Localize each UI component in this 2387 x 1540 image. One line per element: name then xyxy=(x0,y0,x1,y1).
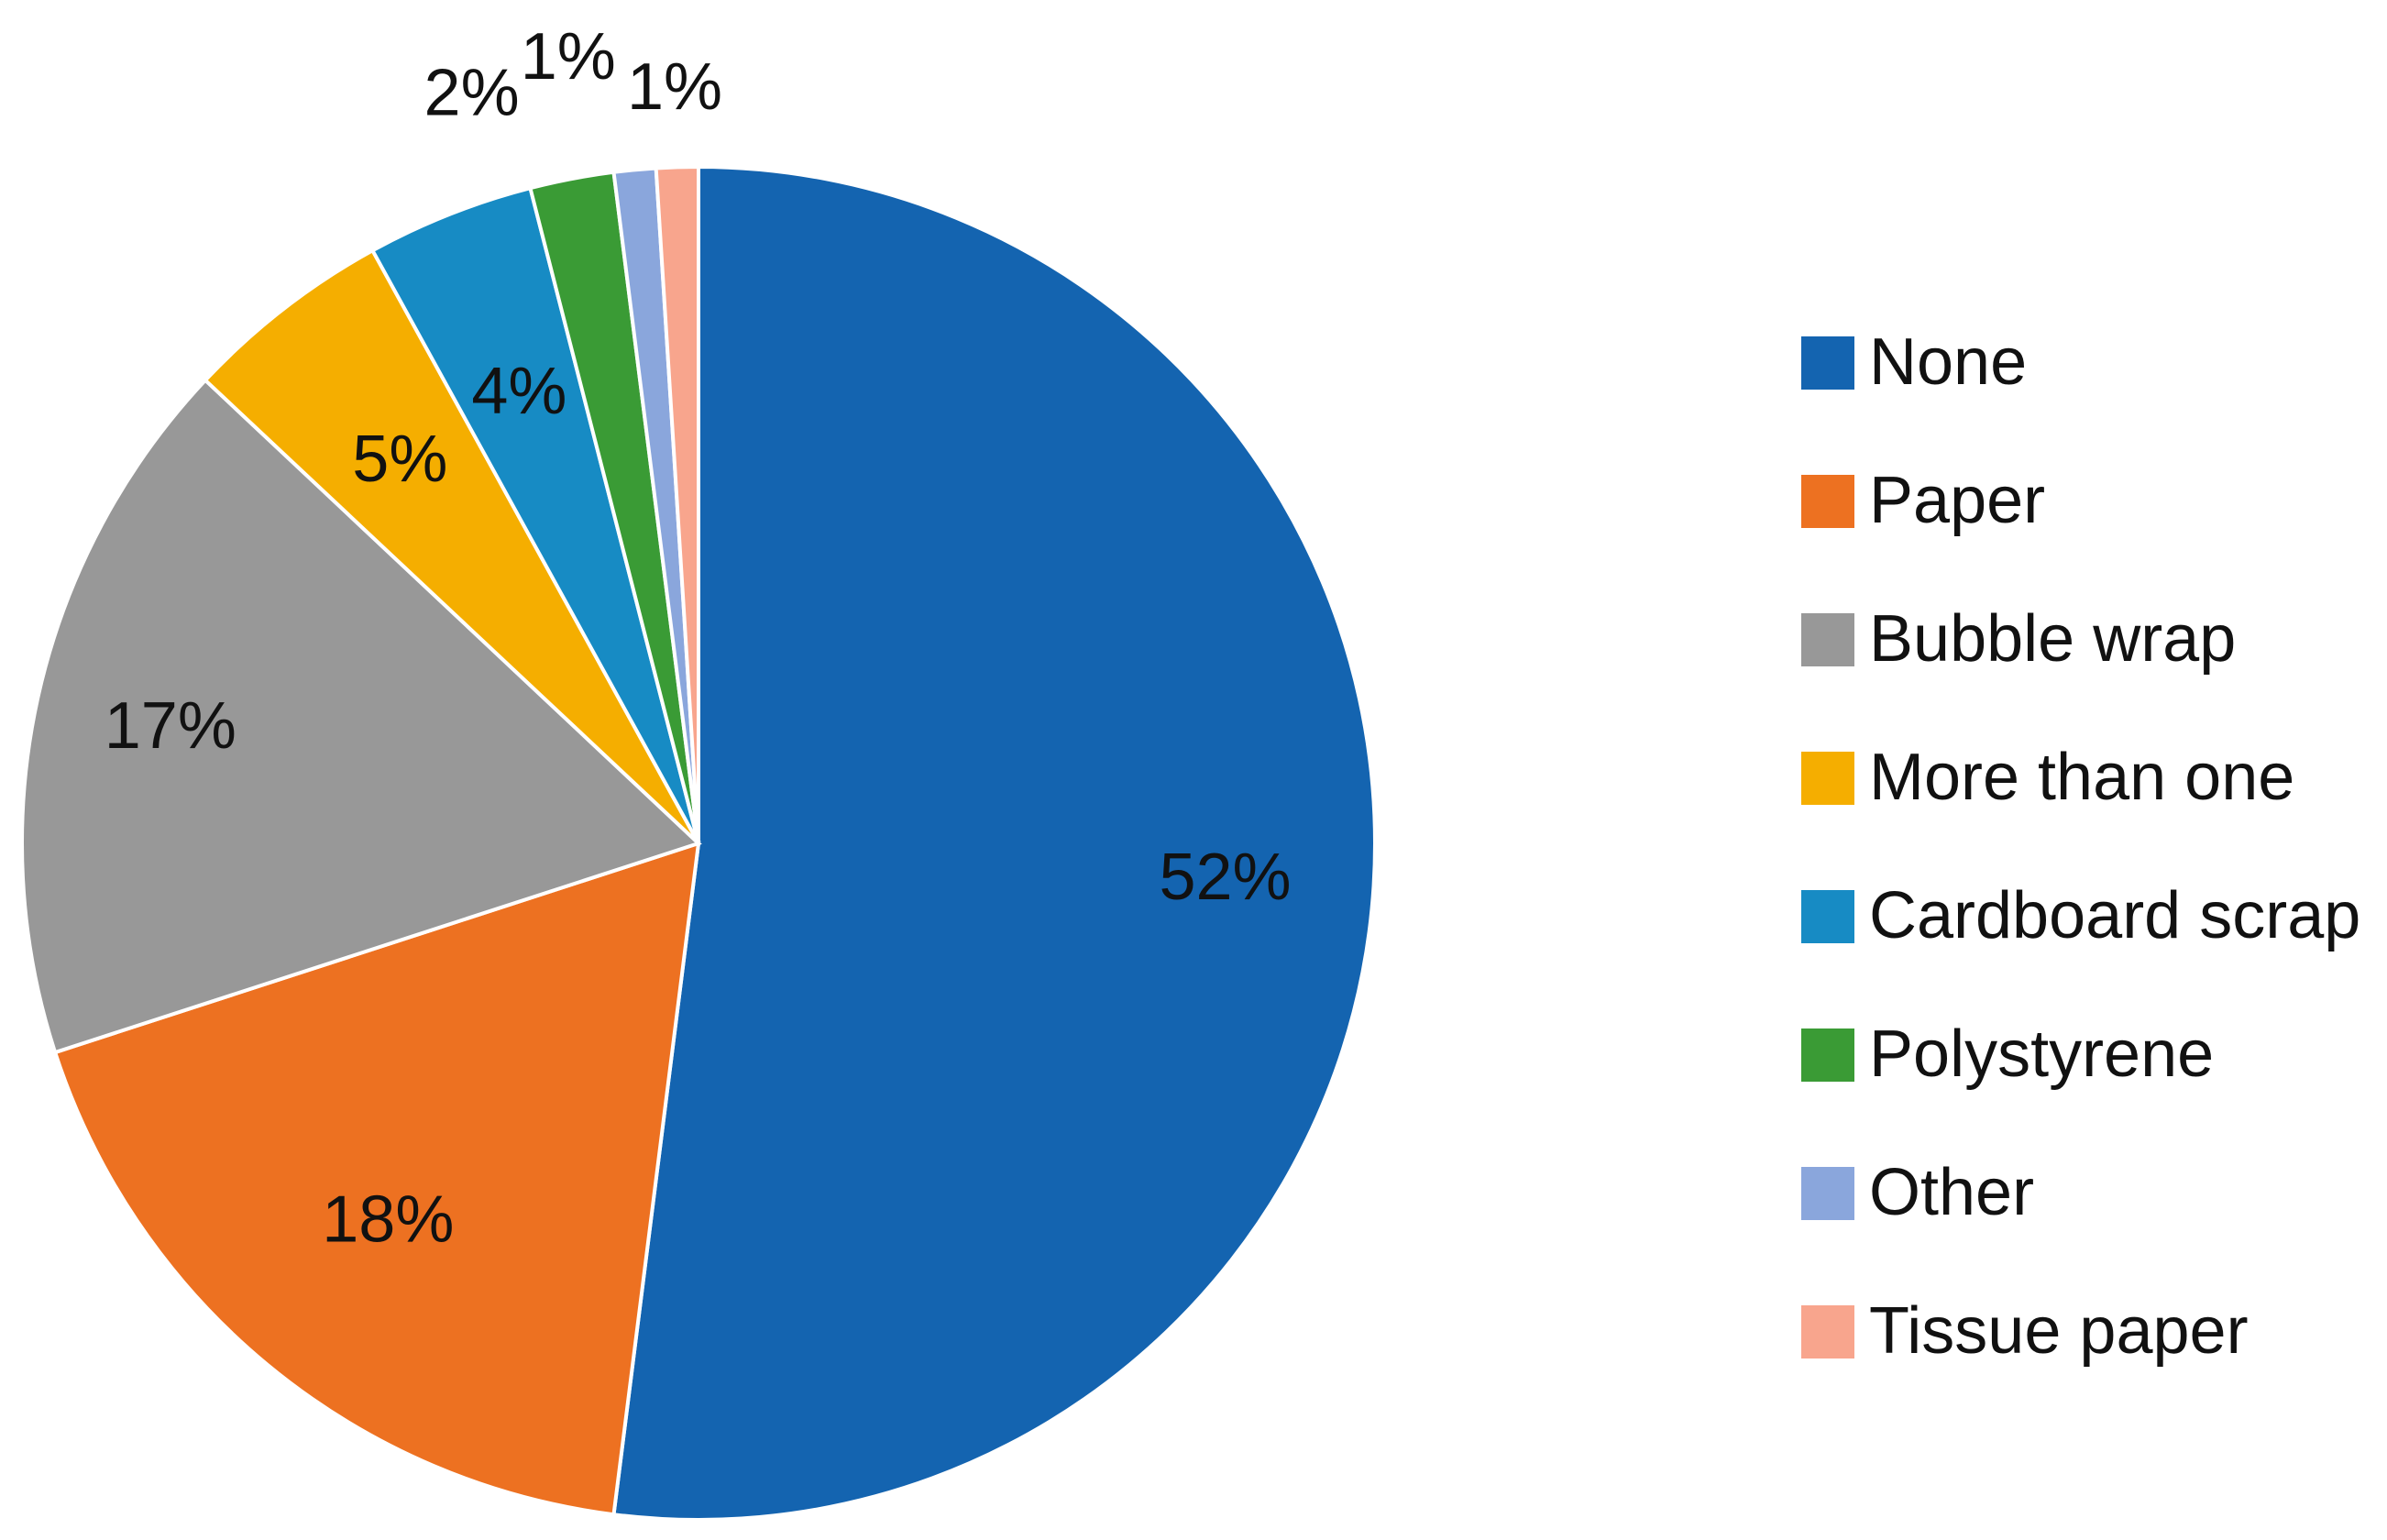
pie-slices xyxy=(20,164,1377,1522)
legend-item-polystyrene: Polystyrene xyxy=(1801,1008,2379,1147)
legend-item-more-than-one: More than one xyxy=(1801,732,2379,870)
pie-slice-tissue-paper xyxy=(654,164,700,844)
pie-slice-cardboard-scrap xyxy=(369,185,700,844)
pie-slice-more-than-one xyxy=(203,248,700,845)
legend-swatch xyxy=(1801,475,1854,528)
pie-slice-bubble-wrap xyxy=(20,377,702,1055)
legend-label: Cardboard scrap xyxy=(1869,879,2361,952)
legend-swatch xyxy=(1801,336,1854,390)
legend-item-bubble-wrap: Bubble wrap xyxy=(1801,593,2379,732)
pie-slice-paper xyxy=(52,841,701,1517)
data-label-tissue-paper: 1% xyxy=(627,50,722,124)
legend-label: Polystyrene xyxy=(1869,1018,2215,1091)
legend-swatch xyxy=(1801,1305,1854,1358)
pie-slice-none xyxy=(611,164,1377,1522)
legend-item-other: Other xyxy=(1801,1147,2379,1285)
data-label-bubble-wrap: 17% xyxy=(104,689,236,763)
legend-item-cardboard-scrap: Cardboard scrap xyxy=(1801,870,2379,1008)
data-label-more-than-one: 5% xyxy=(352,423,447,496)
legend-item-paper: Paper xyxy=(1801,455,2379,593)
legend-swatch xyxy=(1801,752,1854,805)
legend-label: None xyxy=(1869,325,2028,399)
chart-legend: None Paper Bubble wrap More than one Cardboa… xyxy=(1801,316,2379,1424)
legend-swatch xyxy=(1801,1028,1854,1082)
data-label-other: 1% xyxy=(521,20,616,94)
legend-swatch xyxy=(1801,613,1854,666)
legend-item-tissue-paper: Tissue paper xyxy=(1801,1285,2379,1424)
data-label-paper: 18% xyxy=(322,1182,454,1256)
legend-label: Bubble wrap xyxy=(1869,602,2237,676)
legend-label: More than one xyxy=(1869,741,2295,814)
legend-item-none: None xyxy=(1801,316,2379,455)
legend-label: Tissue paper xyxy=(1869,1294,2249,1368)
legend-label: Other xyxy=(1869,1156,2035,1229)
data-label-polystyrene: 2% xyxy=(424,56,520,129)
pie-data-labels: 52%18%17%5%4%2% 1% 1% xyxy=(104,20,1292,1257)
data-label-none: 52% xyxy=(1159,841,1291,914)
data-label-cardboard-scrap: 4% xyxy=(471,355,566,428)
legend-label: Paper xyxy=(1869,464,2046,537)
legend-swatch xyxy=(1801,1167,1854,1220)
legend-swatch xyxy=(1801,890,1854,943)
